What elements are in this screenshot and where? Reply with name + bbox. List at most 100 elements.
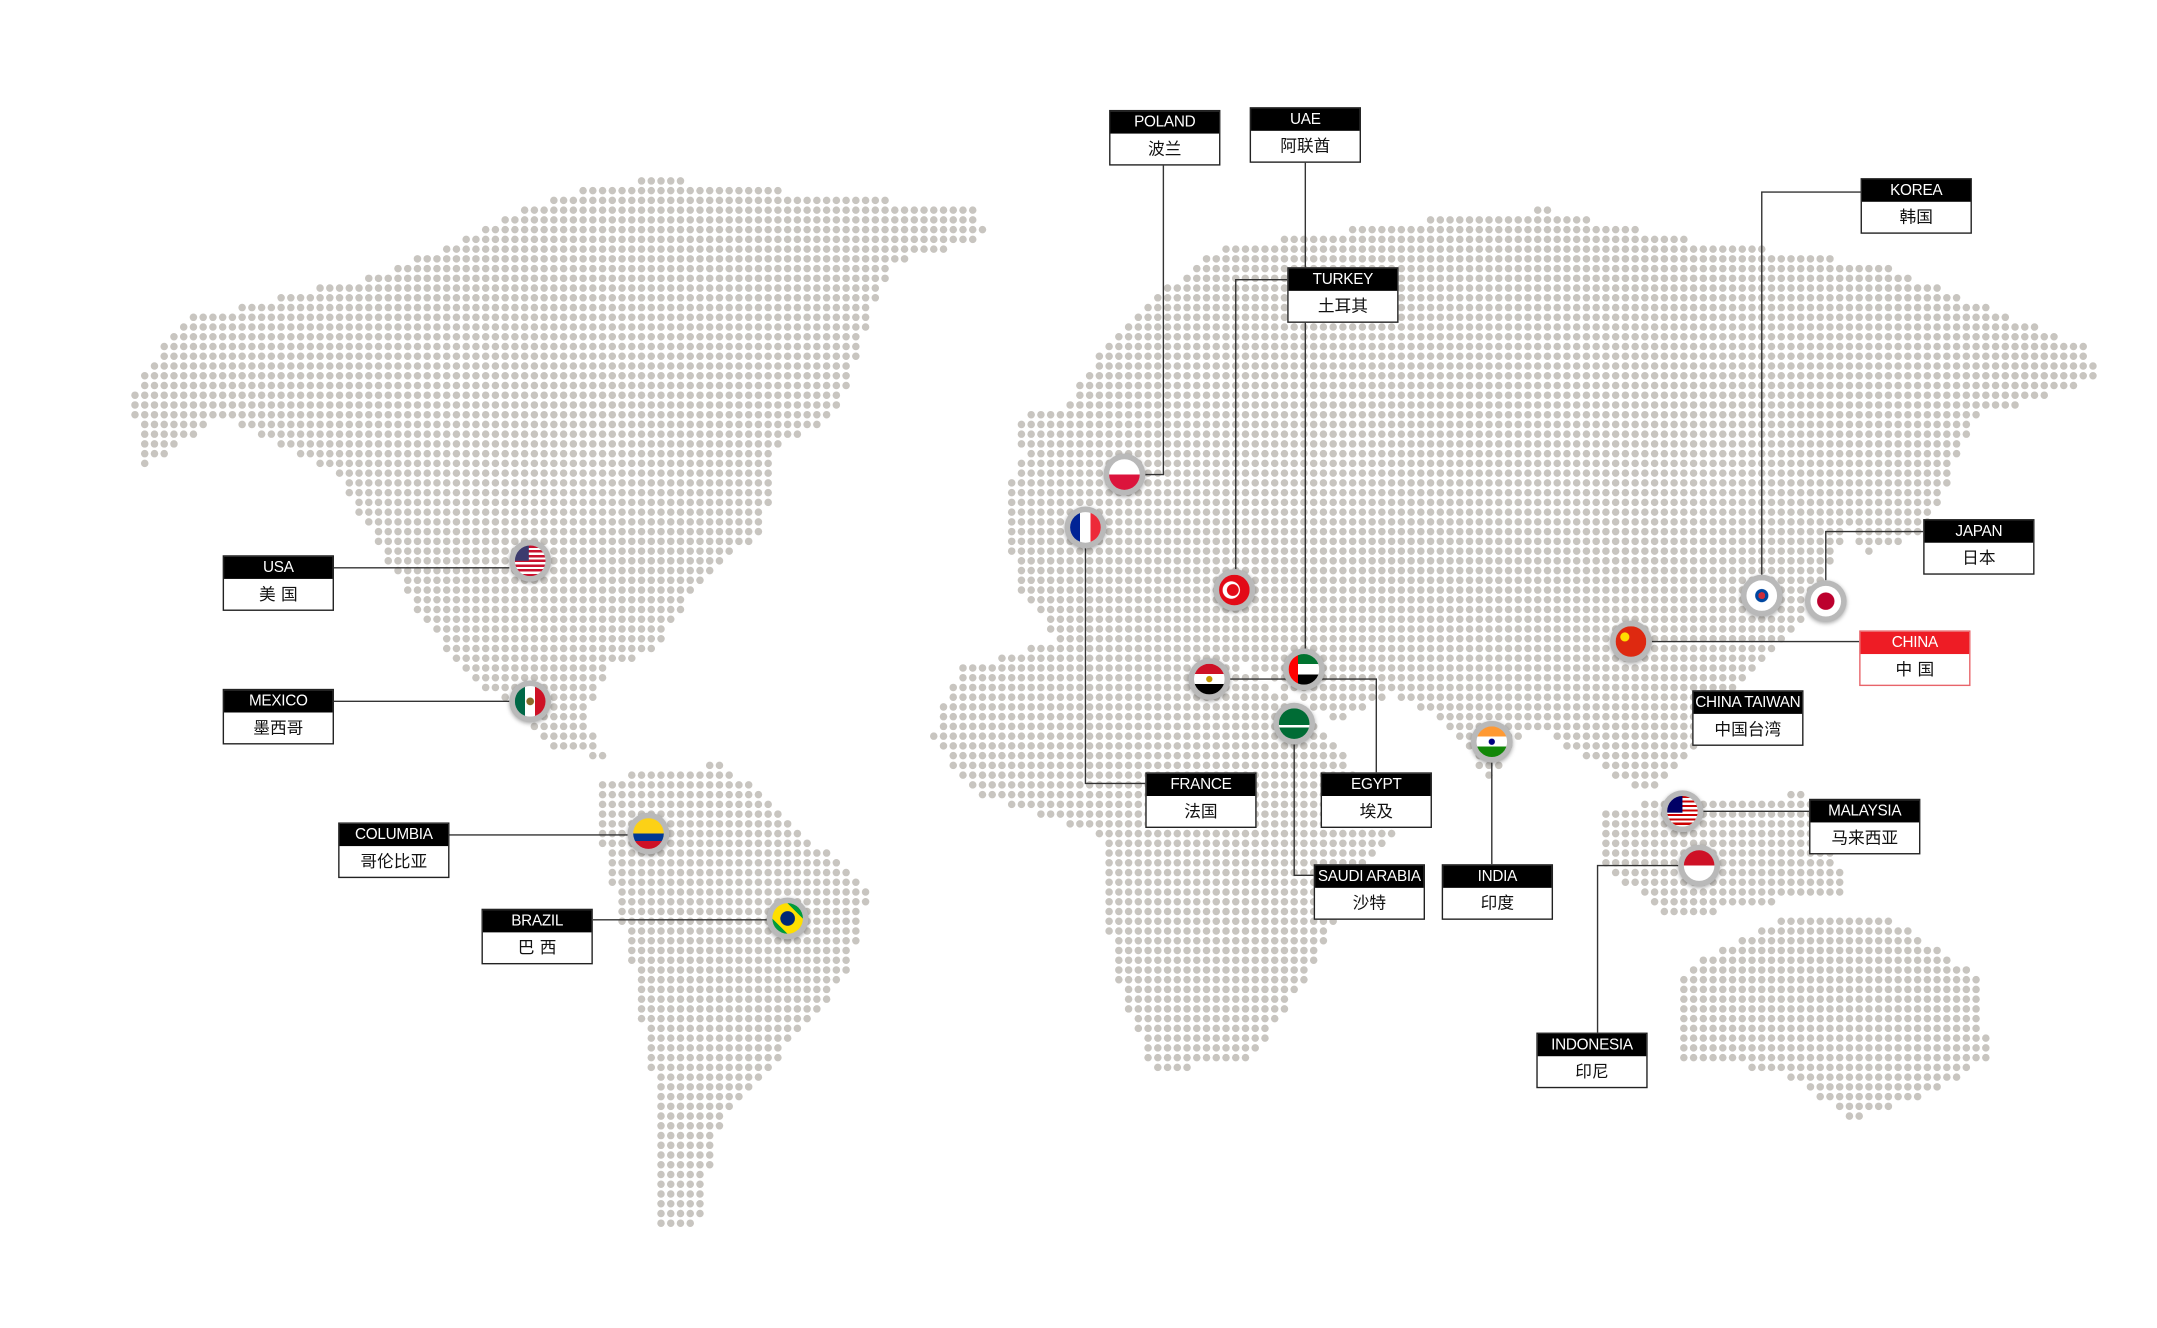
map-dot xyxy=(1339,401,1347,409)
map-dot xyxy=(1602,469,1610,477)
map-dot xyxy=(1456,303,1464,312)
map-dot xyxy=(705,245,714,253)
map-dot xyxy=(1719,274,1727,283)
map-dot xyxy=(1611,469,1620,477)
map-dot xyxy=(1787,469,1795,477)
map-dot xyxy=(442,430,451,438)
map-dot xyxy=(1904,498,1912,507)
map-dot xyxy=(1485,342,1493,351)
map-dot xyxy=(754,508,763,516)
map-dot xyxy=(462,264,470,273)
map-dot xyxy=(1524,401,1532,409)
map-dot xyxy=(481,518,490,526)
map-dot xyxy=(598,430,607,438)
map-dot xyxy=(910,235,919,244)
map-dot xyxy=(462,323,470,331)
map-dot xyxy=(1650,488,1659,497)
map-dot xyxy=(822,216,831,224)
map-dot xyxy=(1319,342,1328,351)
map-dot xyxy=(1904,469,1912,477)
map-dot xyxy=(1767,255,1776,263)
map-dot xyxy=(1826,362,1834,370)
map-dot xyxy=(1115,391,1123,399)
map-dot xyxy=(1154,498,1162,507)
map-dot xyxy=(433,342,441,351)
map-dot xyxy=(1339,430,1347,438)
map-dot xyxy=(1631,459,1639,468)
map-dot xyxy=(1358,508,1367,516)
map-dot xyxy=(530,469,539,477)
map-dot xyxy=(1689,469,1698,477)
map-dot xyxy=(569,245,578,253)
map-dot xyxy=(433,264,441,273)
map-dot xyxy=(832,206,841,214)
map-dot xyxy=(1563,352,1571,361)
map-dot xyxy=(1835,284,1844,292)
map-dot xyxy=(1680,371,1688,380)
map-dot xyxy=(666,518,675,526)
map-dot xyxy=(1816,430,1824,438)
map-dot xyxy=(754,186,763,195)
map-dot xyxy=(1475,255,1484,263)
map-dot xyxy=(618,518,626,526)
map-dot xyxy=(1709,479,1717,487)
map-dot xyxy=(1115,420,1123,429)
map-dot xyxy=(170,342,178,351)
map-dot xyxy=(1728,508,1737,516)
map-dot xyxy=(442,469,451,477)
map-dot xyxy=(657,381,665,390)
map-dot xyxy=(1689,245,1698,253)
map-dot xyxy=(1728,459,1737,468)
map-dot xyxy=(1397,274,1406,283)
map-dot xyxy=(2040,352,2049,361)
map-dot xyxy=(1991,371,2000,380)
map-dot xyxy=(1407,264,1415,273)
map-dot xyxy=(1397,284,1406,292)
map-dot xyxy=(530,245,539,253)
map-dot xyxy=(1943,469,1951,477)
map-dot xyxy=(618,508,626,516)
map-dot xyxy=(1874,333,1883,341)
map-dot xyxy=(1543,459,1552,468)
map-dot xyxy=(1874,323,1883,331)
map-dot xyxy=(1456,235,1464,244)
map-dot xyxy=(1339,479,1347,487)
map-dot xyxy=(1680,459,1688,468)
map-dot xyxy=(1611,508,1620,516)
map-dot xyxy=(1787,303,1795,312)
map-dot xyxy=(2059,362,2068,370)
map-dot xyxy=(1621,420,1630,429)
map-dot xyxy=(696,430,704,438)
map-dot xyxy=(1660,391,1669,399)
map-dot xyxy=(1085,440,1094,448)
map-dot xyxy=(1767,440,1776,448)
map-dot xyxy=(1397,303,1406,312)
map-dot xyxy=(559,381,568,390)
map-dot xyxy=(1777,527,1786,536)
map-dot xyxy=(1533,518,1542,526)
map-dot xyxy=(579,264,587,273)
map-dot xyxy=(978,225,987,234)
map-dot xyxy=(715,430,724,438)
map-dot xyxy=(1046,440,1055,448)
map-dot xyxy=(861,216,870,224)
map-dot xyxy=(1631,420,1639,429)
map-dot xyxy=(287,391,295,399)
map-dot xyxy=(384,323,393,331)
map-dot xyxy=(735,527,743,536)
map-dot xyxy=(1456,255,1464,263)
map-dot xyxy=(949,225,958,234)
map-dot xyxy=(1835,479,1844,487)
map-dot xyxy=(1728,313,1737,322)
map-dot xyxy=(501,284,509,292)
map-dot xyxy=(598,342,607,351)
map-dot xyxy=(1826,401,1834,409)
map-dot xyxy=(1144,352,1152,361)
map-dot xyxy=(1144,479,1152,487)
map-dot xyxy=(1456,449,1464,458)
map-dot xyxy=(1533,459,1542,468)
map-dot xyxy=(1426,274,1435,283)
map-dot xyxy=(335,459,344,468)
map-dot xyxy=(550,469,558,477)
map-dot xyxy=(2001,313,2010,322)
